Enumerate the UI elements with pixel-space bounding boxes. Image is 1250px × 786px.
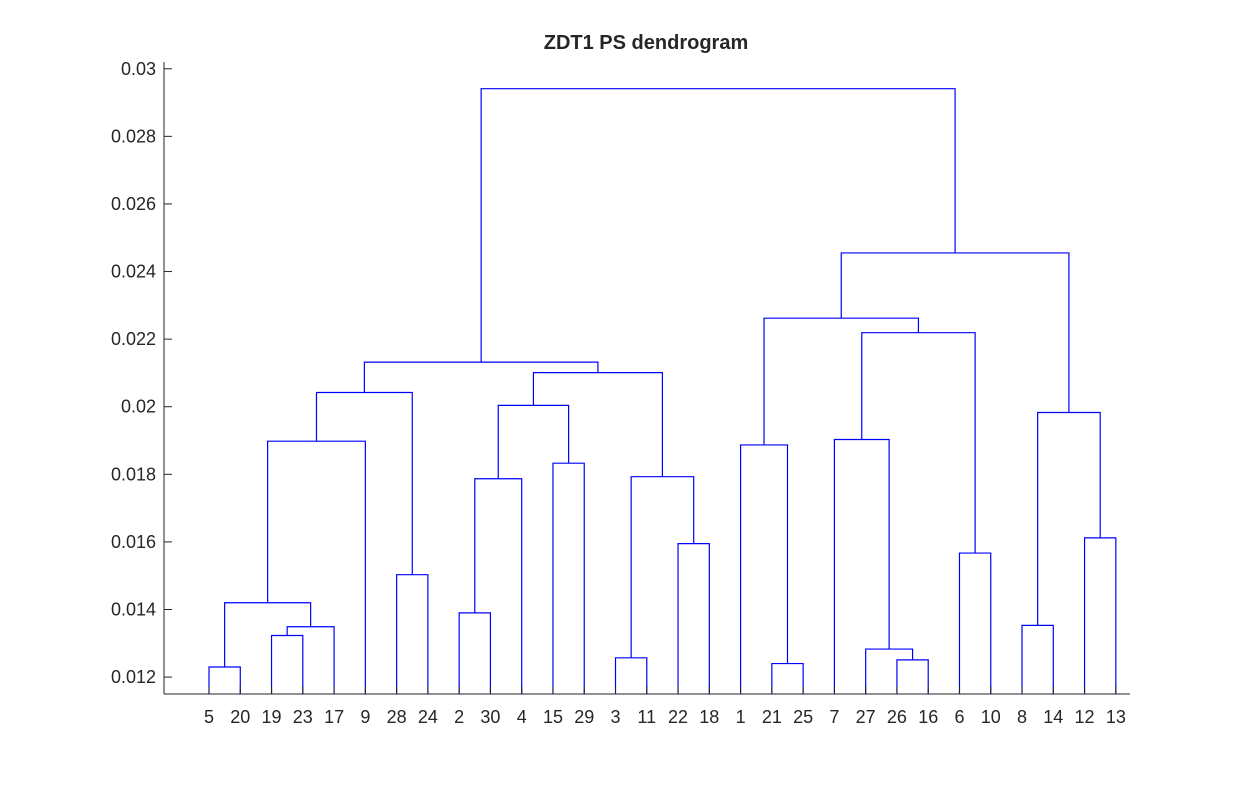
dendrogram-link — [614, 657, 648, 694]
leaf-label: 1 — [736, 707, 746, 727]
dendrogram-link — [865, 648, 914, 694]
leaf-label: 20 — [230, 707, 250, 727]
y-tick-label: 0.016 — [111, 532, 156, 552]
leaf-label: 9 — [360, 707, 370, 727]
dendrogram-link — [474, 478, 523, 694]
leaf-label: 25 — [793, 707, 813, 727]
y-tick-label: 0.024 — [111, 262, 156, 282]
leaf-label: 11 — [637, 707, 656, 727]
chart-title: ZDT1 PS dendrogram — [544, 32, 748, 54]
dendrogram-link — [1083, 537, 1117, 694]
y-tick-label: 0.026 — [111, 194, 156, 214]
leaf-label: 12 — [1075, 707, 1095, 727]
dendrogram-link — [958, 552, 992, 694]
dendrogram-link — [677, 543, 710, 694]
leaf-label: 16 — [918, 707, 938, 727]
dendrogram-link — [286, 626, 335, 694]
leaf-label: 15 — [543, 707, 563, 727]
axes — [163, 62, 1130, 695]
dendrogram-link — [861, 332, 976, 554]
leaf-label: 19 — [262, 707, 282, 727]
dendrogram-link — [396, 574, 429, 694]
leaf-label: 18 — [699, 707, 719, 727]
leaf-label: 6 — [954, 707, 964, 727]
leaf-label: 17 — [324, 707, 344, 727]
dendrogram-link — [480, 88, 956, 363]
leaf-label: 26 — [887, 707, 907, 727]
leaf-label: 10 — [981, 707, 1001, 727]
y-tick-label: 0.028 — [111, 126, 156, 146]
leaf-label: 23 — [293, 707, 313, 727]
leaf-label: 5 — [204, 707, 214, 727]
leaf-label: 3 — [611, 707, 621, 727]
dendrogram-link — [497, 404, 570, 479]
dendrogram-link — [763, 317, 920, 445]
dendrogram-link — [840, 252, 1070, 413]
leaf-label: 4 — [517, 707, 527, 727]
dendrogram-link — [552, 462, 585, 694]
dendrogram-link — [458, 612, 492, 694]
dendrogram-link — [363, 361, 599, 393]
dendrogram-link — [1021, 624, 1054, 694]
dendrogram-link — [224, 602, 312, 667]
leaf-label: 13 — [1106, 707, 1126, 727]
leaf-label: 30 — [480, 707, 500, 727]
dendrogram-link — [771, 662, 804, 694]
dendrogram-link — [630, 476, 695, 658]
dendrogram-link — [739, 444, 789, 694]
leaf-label: 7 — [829, 707, 839, 727]
y-tick-label: 0.018 — [111, 464, 156, 484]
leaf-label: 24 — [418, 707, 438, 727]
leaf-label: 8 — [1017, 707, 1027, 727]
y-tick-label: 0.03 — [121, 59, 156, 79]
x-tick-labels: 5 20 19 23 17 9 28 24 2 30 4 15 29 3 11 22 18 1 21 25 7 27 26 1… — [204, 686, 1126, 727]
dendrogram-links — [208, 88, 1117, 694]
leaf-label: 29 — [574, 707, 594, 727]
leaf-label: 14 — [1043, 707, 1063, 727]
y-tick-label: 0.02 — [121, 397, 156, 417]
dendrogram-link — [833, 438, 890, 694]
dendrogram-link — [208, 666, 241, 694]
y-tick-label: 0.014 — [111, 600, 156, 620]
dendrogram-link — [315, 391, 413, 575]
leaf-label: 28 — [387, 707, 407, 727]
y-tick-label: 0.022 — [111, 329, 156, 349]
leaf-label: 2 — [454, 707, 464, 727]
y-tick-labels: 0.012 0.014 0.016 0.018 0.02 0.022 0.024 0.026 0… — [111, 59, 172, 687]
dendrogram-link — [1037, 411, 1101, 626]
dendrogram-link — [896, 659, 929, 694]
leaf-label: 22 — [668, 707, 688, 727]
dendrogram-link — [270, 634, 304, 694]
leaf-label: 27 — [856, 707, 876, 727]
y-tick-label: 0.012 — [111, 667, 156, 687]
dendrogram-link — [532, 371, 664, 477]
leaf-label: 21 — [762, 707, 782, 727]
dendrogram-link — [267, 440, 366, 694]
